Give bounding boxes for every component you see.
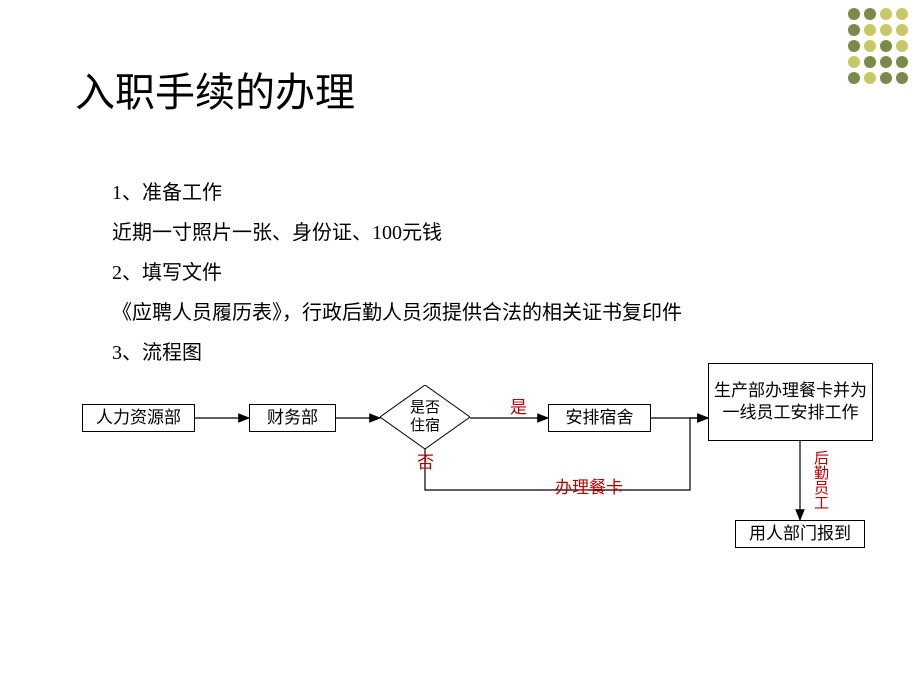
edge-label-5: 后勤员工 bbox=[810, 450, 831, 510]
edge-label-2: 是 bbox=[510, 393, 527, 418]
flowchart: 人力资源部 财务部 是否住宿 安排宿舍 生产部办理餐卡并为一线员工安排工作用人部门报到 是… bbox=[0, 0, 920, 690]
node-dorm: 安排宿舍 bbox=[548, 404, 651, 432]
edge-label-4: 否 bbox=[417, 448, 434, 473]
node-prod: 生产部办理餐卡并为一线员工安排工作 bbox=[708, 363, 873, 441]
node-report: 用人部门报到 bbox=[735, 520, 865, 548]
edge-midlabel-4: 办理餐卡 bbox=[555, 473, 623, 498]
node-finance: 财务部 bbox=[249, 404, 336, 432]
flowchart-arrows bbox=[0, 0, 920, 690]
node-hr: 人力资源部 bbox=[82, 404, 195, 432]
node-stay: 是否住宿 bbox=[380, 385, 470, 449]
